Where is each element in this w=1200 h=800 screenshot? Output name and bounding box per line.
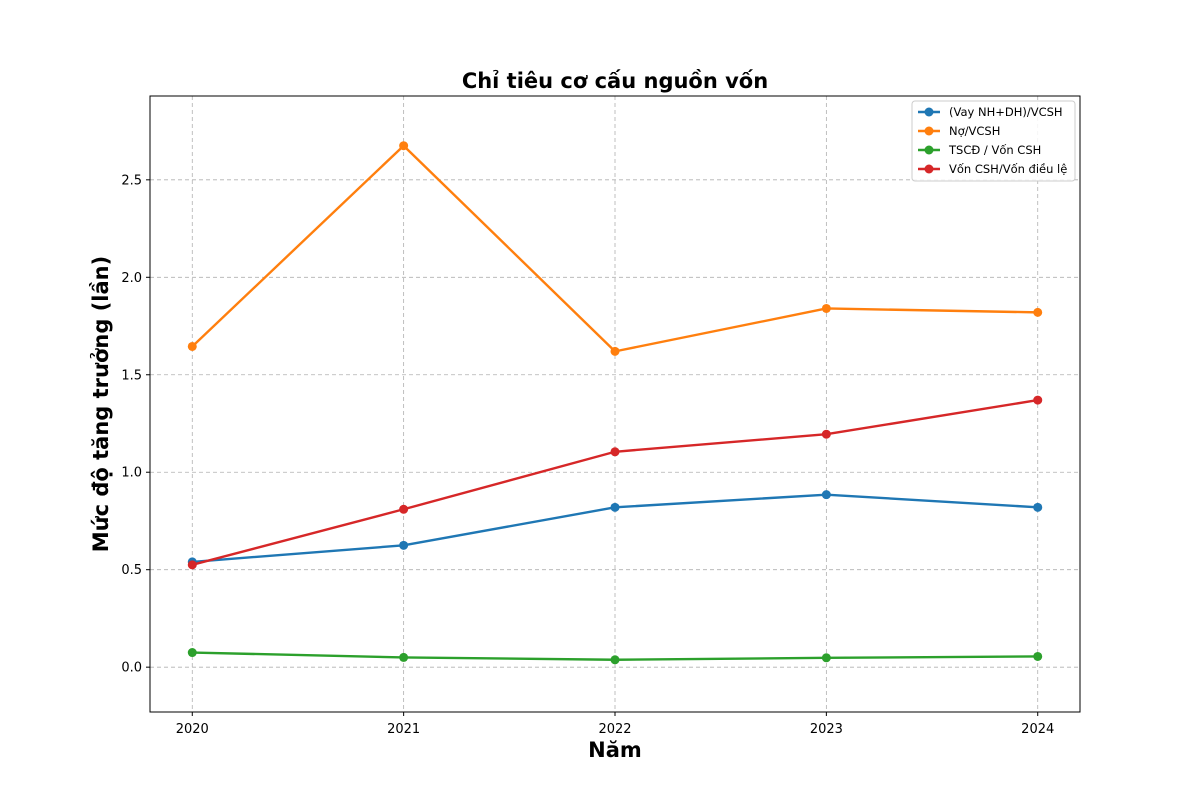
y-tick-label: 1.5 [121,368,142,383]
series-1-point [399,540,409,550]
series-2-point [1033,307,1043,317]
series-1-point [610,502,620,512]
series-4-point [399,504,409,514]
series-2-point [187,341,197,351]
legend-marker-4 [924,164,934,174]
series-4-point [610,447,620,457]
x-tick-label: 2021 [387,722,420,737]
y-tick-label: 1.0 [121,466,142,481]
series-4-point [187,560,197,570]
series-2-point [399,141,409,151]
series-layer [187,141,1043,665]
series-4-point [821,429,831,439]
grid [150,96,1080,712]
legend: (Vay NH+DH)/VCSH Nợ/VCSH TSCĐ / Vốn CSH Vốn… [911,100,1076,182]
legend-label-3: TSCĐ / Vốn CSH [948,143,1041,157]
x-tick-label: 2024 [1021,722,1054,737]
legend-label-4: Vốn CSH/Vốn điều lệ [949,162,1067,176]
legend-box [911,100,1076,182]
x-tick-label: 2023 [810,722,843,737]
series-2-point [821,303,831,313]
legend-marker-1 [924,107,934,117]
series-3-point [1033,651,1043,661]
series-1-point [1033,502,1043,512]
series-2-point [610,346,620,356]
series-1-point [821,490,831,500]
y-axis-label: Mức độ tăng trưởng (lần) [89,256,113,552]
axis-ticks: 2020 2021 2022 2023 2024 0.0 0.5 1.0 1.5 2.0 2.5 [121,173,1054,737]
x-axis-label: Năm [588,738,642,762]
x-tick-label: 2020 [176,722,209,737]
legend-marker-2 [924,126,934,136]
y-tick-label: 0.0 [121,661,142,676]
x-tick-label: 2022 [598,722,631,737]
series-3-point [821,653,831,663]
legend-label-2: Nợ/VCSH [949,124,1000,138]
series-3-point [610,655,620,665]
legend-marker-3 [924,145,934,155]
chart-title: Chỉ tiêu cơ cấu nguồn vốn [462,69,768,93]
y-tick-label: 2.5 [121,173,142,188]
legend-label-1: (Vay NH+DH)/VCSH [949,105,1063,119]
y-tick-label: 2.0 [121,271,142,286]
series-3-point [399,652,409,662]
y-tick-label: 0.5 [121,563,142,578]
series-3-point [187,648,197,658]
series-4-point [1033,395,1043,405]
